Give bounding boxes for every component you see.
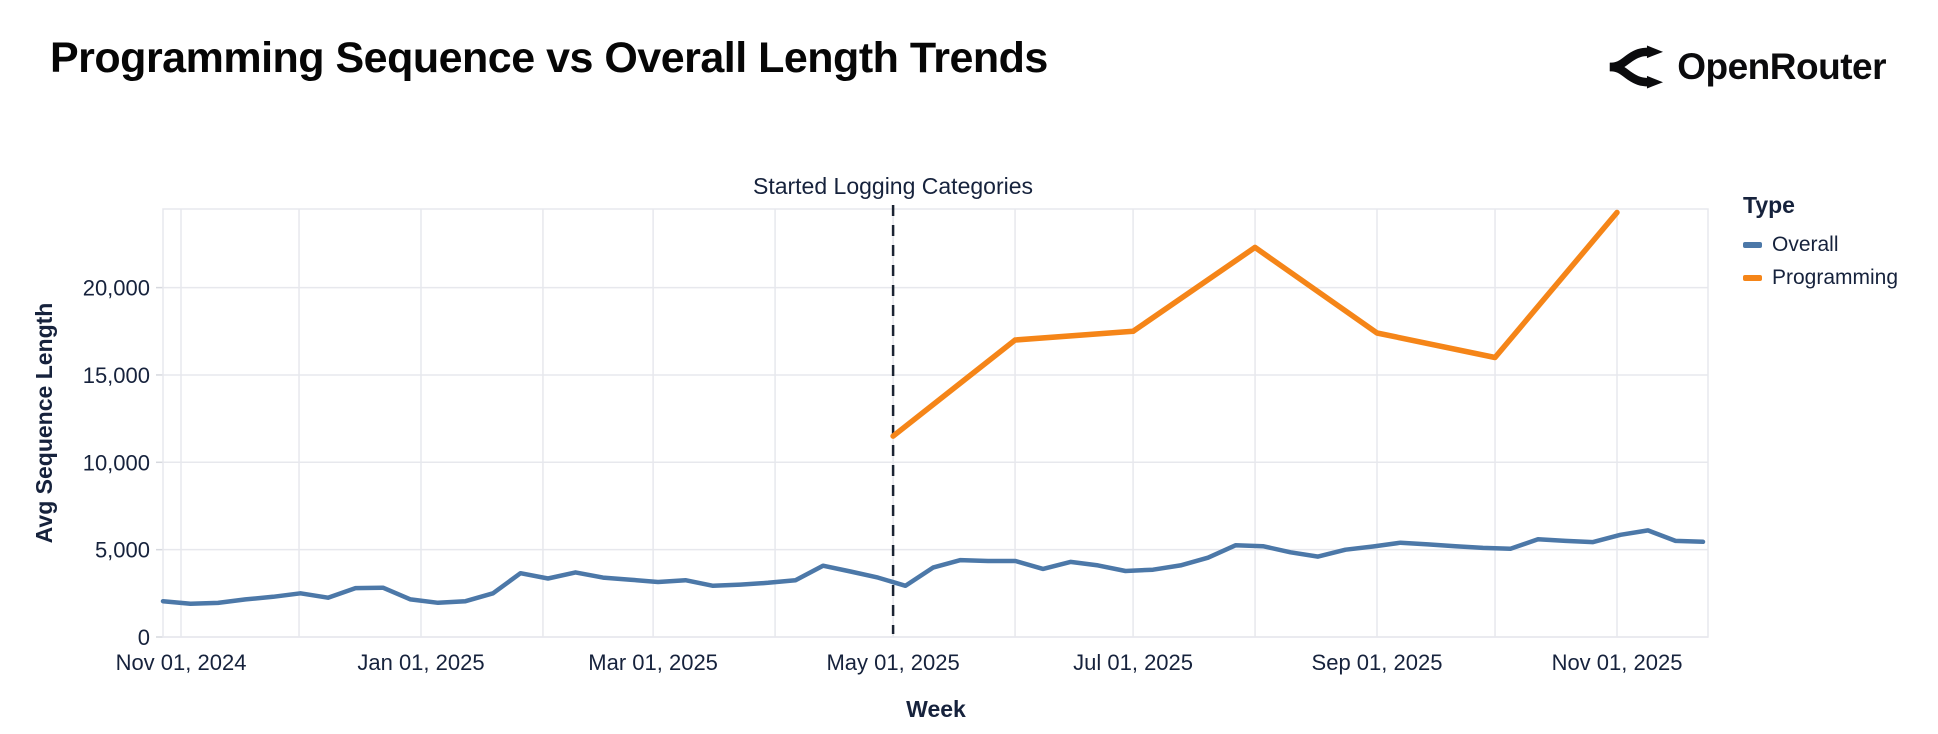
openrouter-logo: OpenRouter xyxy=(1609,44,1886,90)
x-tick-label: Nov 01, 2025 xyxy=(1552,650,1683,675)
legend-label-overall: Overall xyxy=(1772,233,1839,256)
annotation-label: Started Logging Categories xyxy=(753,173,1033,199)
axis-tick-labels: 0 5,000 10,000 15,000 20,000 Nov 01, 2024 Jan … xyxy=(83,276,1683,675)
y-tick-label: 15,000 xyxy=(83,363,150,388)
page-title: Programming Sequence vs Overall Length T… xyxy=(50,34,1048,82)
programming-line xyxy=(890,209,1620,439)
gridlines xyxy=(156,208,1709,638)
plot-border xyxy=(162,208,1709,638)
y-tick-label: 0 xyxy=(138,625,150,650)
x-tick-label: Mar 01, 2025 xyxy=(588,650,718,675)
openrouter-logo-text: OpenRouter xyxy=(1677,46,1886,87)
legend-label-programming: Programming xyxy=(1772,266,1899,289)
y-tick-label: 10,000 xyxy=(83,450,150,475)
legend-item-programming[interactable]: Programming xyxy=(1743,266,1898,290)
legend-item-overall[interactable]: Overall xyxy=(1743,233,1898,257)
x-axis-title: Week xyxy=(906,696,966,722)
legend: Type Overall Programming xyxy=(1743,192,1898,299)
x-tick-label: Jul 01, 2025 xyxy=(1073,650,1193,675)
overall-line xyxy=(160,528,1706,607)
x-tick-label: Nov 01, 2024 xyxy=(116,650,247,675)
overall-line-swatch xyxy=(1743,242,1762,248)
x-tick-label: Jan 01, 2025 xyxy=(357,650,484,675)
y-tick-label: 5,000 xyxy=(95,538,150,563)
legend-title: Type xyxy=(1743,192,1795,218)
programming-line-swatch xyxy=(1743,275,1762,281)
y-tick-label: 20,000 xyxy=(83,276,150,301)
y-axis-title: Avg Sequence Length xyxy=(31,303,57,544)
x-tick-label: May 01, 2025 xyxy=(826,650,959,675)
openrouter-logo-icon xyxy=(1609,45,1664,89)
series-lines xyxy=(160,205,1706,634)
x-tick-label: Sep 01, 2025 xyxy=(1312,650,1443,675)
